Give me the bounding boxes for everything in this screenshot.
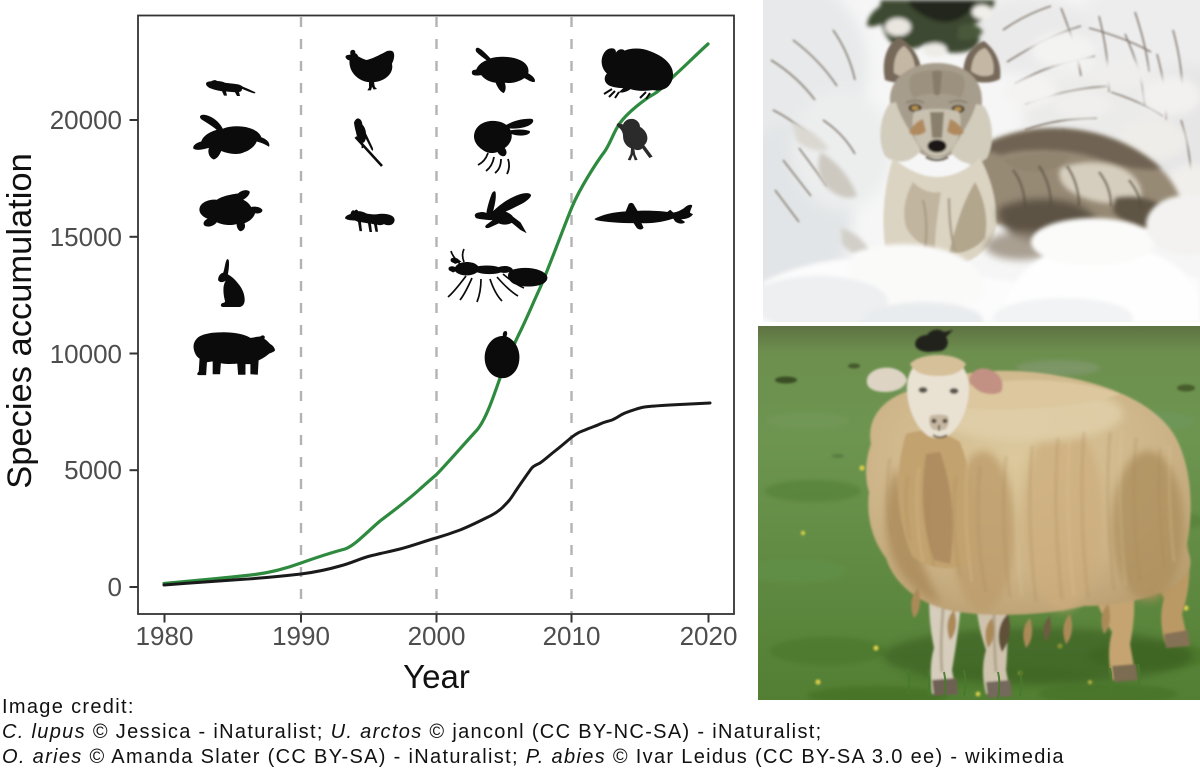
svg-text:0: 0 xyxy=(108,572,122,602)
svg-text:10000: 10000 xyxy=(50,339,122,369)
svg-text:2010: 2010 xyxy=(543,621,601,651)
svg-text:1980: 1980 xyxy=(136,621,194,651)
svg-text:1990: 1990 xyxy=(272,621,330,651)
svg-text:2020: 2020 xyxy=(680,621,738,651)
svg-text:15000: 15000 xyxy=(50,222,122,252)
svg-text:20000: 20000 xyxy=(50,105,122,135)
svg-text:5000: 5000 xyxy=(64,455,122,485)
svg-text:2000: 2000 xyxy=(408,621,466,651)
svg-text:Species accumulation: Species accumulation xyxy=(1,153,39,489)
svg-text:Year: Year xyxy=(403,658,470,694)
